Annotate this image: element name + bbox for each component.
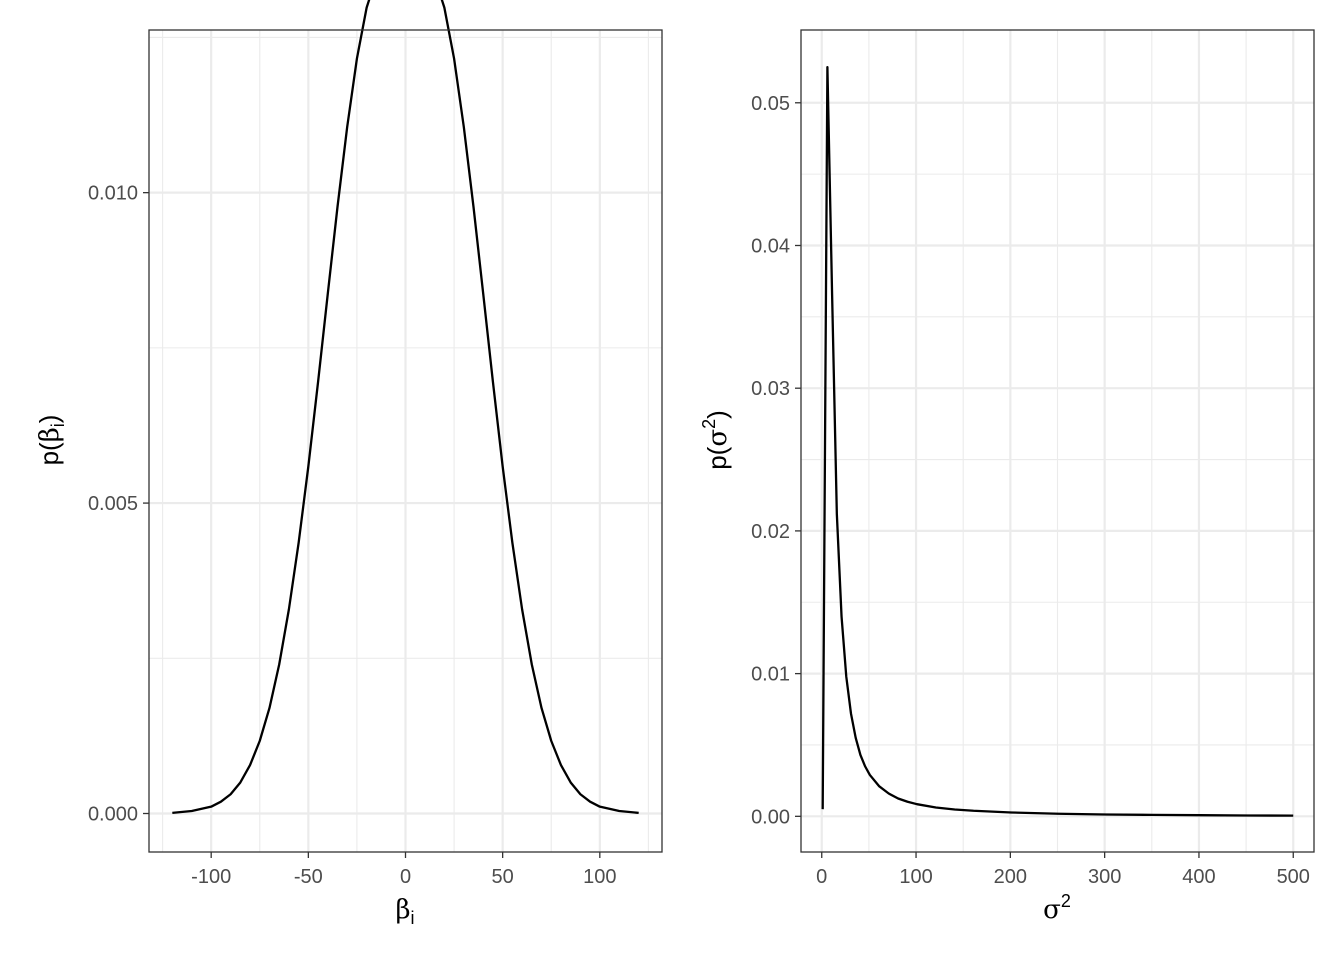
right-x-tick-label: 400 xyxy=(1182,866,1215,888)
right-y-axis-title-prefix: p( xyxy=(702,446,732,469)
left-y-axis-title: p(βi) xyxy=(34,415,68,466)
left-x-tick-label: 50 xyxy=(492,866,514,888)
right-panel: 0 100 200 300 400 500 0.00 0.01 0.02 0.03 0.04 0.05… xyxy=(699,29,1315,925)
right-x-tick-label: 500 xyxy=(1277,866,1310,888)
right-x-axis-title-superscript: 2 xyxy=(1061,891,1071,911)
left-y-tick-label: 0.000 xyxy=(88,804,138,826)
left-y-axis-title-symbol: β xyxy=(35,427,65,442)
right-y-tick-label: 0.03 xyxy=(751,378,790,400)
left-y-axis-title-subscript: i xyxy=(48,423,68,427)
right-y-tick-label: 0.00 xyxy=(751,806,790,828)
left-y-axis-title-suffix: ) xyxy=(34,415,64,424)
left-x-axis-title: βi xyxy=(395,895,414,928)
right-x-tick-label: 0 xyxy=(816,866,827,888)
right-x-axis-title-symbol: σ xyxy=(1043,895,1061,925)
left-y-axis-title-prefix: p( xyxy=(34,442,64,465)
right-x-tick-label: 200 xyxy=(994,866,1027,888)
right-x-tick-label: 300 xyxy=(1088,866,1121,888)
left-y-tick-label: 0.010 xyxy=(88,183,138,205)
left-y-tick-label: 0.005 xyxy=(88,493,138,515)
right-y-tick-label: 0.01 xyxy=(751,664,790,686)
left-x-axis-title-symbol: β xyxy=(395,895,410,925)
right-x-tick-label: 100 xyxy=(899,866,932,888)
right-y-tick-label: 0.04 xyxy=(751,235,790,257)
left-density-curve xyxy=(172,0,639,815)
right-y-axis-title-suffix: ) xyxy=(702,410,732,419)
left-x-tick-label: -50 xyxy=(294,866,323,888)
left-x-tick-label: 0 xyxy=(400,866,411,888)
right-y-axis-title: p(σ2) xyxy=(699,410,733,470)
right-panel-border xyxy=(800,29,1315,853)
right-density-curve xyxy=(821,65,1294,817)
left-x-tick-label: 100 xyxy=(583,866,616,888)
left-x-tick-label: -100 xyxy=(191,866,231,888)
right-x-axis-title: σ2 xyxy=(1043,891,1071,925)
right-y-axis-title-superscript: 2 xyxy=(699,419,719,429)
right-y-tick-label: 0.02 xyxy=(751,521,790,543)
left-x-axis-title-subscript: i xyxy=(411,908,415,928)
right-y-axis-title-symbol: σ xyxy=(703,429,733,447)
right-y-tick-label: 0.05 xyxy=(751,93,790,115)
